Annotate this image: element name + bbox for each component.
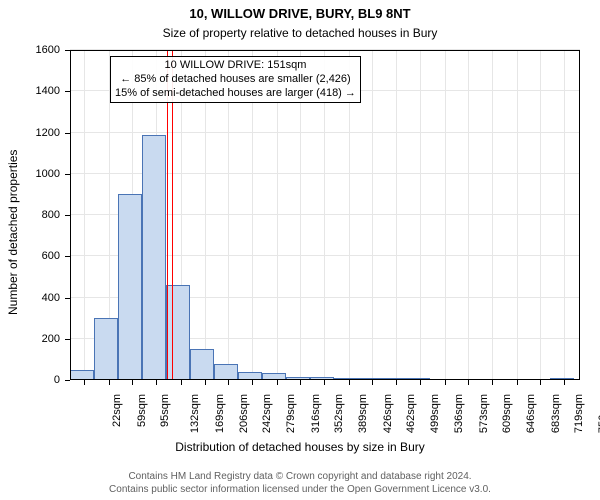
gridline-v [420, 50, 421, 380]
y-tick-mark [65, 91, 70, 92]
x-tick-label: 573sqm [478, 394, 490, 433]
footer-line-2: Contains public sector information licen… [0, 484, 600, 497]
y-tick-label: 0 [0, 374, 60, 386]
gridline-v [540, 50, 541, 380]
x-tick-mark [205, 380, 206, 385]
histogram-bar [334, 378, 358, 380]
x-tick-label: 683sqm [550, 394, 562, 433]
x-tick-label: 316sqm [310, 394, 322, 433]
annotation-line-3: 15% of semi-detached houses are larger (… [115, 87, 356, 101]
x-tick-mark [156, 380, 157, 385]
histogram-bar [70, 370, 94, 380]
page-title: 10, WILLOW DRIVE, BURY, BL9 8NT [0, 6, 600, 21]
x-tick-mark [277, 380, 278, 385]
x-tick-label: 462sqm [405, 394, 417, 433]
chart-root: { "title_line1": "10, WILLOW DRIVE, BURY… [0, 0, 600, 500]
x-tick-label: 352sqm [333, 394, 345, 433]
x-tick-mark [300, 380, 301, 385]
y-tick-mark [65, 50, 70, 51]
x-tick-label: 95sqm [159, 394, 171, 427]
y-tick-label: 1600 [0, 44, 60, 56]
x-tick-mark [132, 380, 133, 385]
gridline-v [84, 50, 85, 380]
x-tick-mark [372, 380, 373, 385]
histogram-bar [286, 377, 310, 380]
y-tick-label: 200 [0, 333, 60, 345]
x-tick-mark [445, 380, 446, 385]
y-tick-mark [65, 339, 70, 340]
x-tick-mark [540, 380, 541, 385]
gridline-v [517, 50, 518, 380]
x-tick-label: 499sqm [429, 394, 441, 433]
gridline-v [445, 50, 446, 380]
footer: Contains HM Land Registry data © Crown c… [0, 471, 600, 496]
x-tick-label: 22sqm [111, 394, 123, 427]
x-tick-label: 646sqm [526, 394, 538, 433]
x-tick-label: 169sqm [214, 394, 226, 433]
x-tick-mark [349, 380, 350, 385]
gridline-v [564, 50, 565, 380]
y-tick-mark [65, 298, 70, 299]
x-tick-mark [492, 380, 493, 385]
annotation-line-1: 10 WILLOW DRIVE: 151sqm [115, 59, 356, 73]
histogram-bar [190, 349, 214, 380]
y-tick-mark [65, 256, 70, 257]
gridline-v [492, 50, 493, 380]
annotation-line-2: ← 85% of detached houses are smaller (2,… [115, 73, 356, 87]
x-tick-label: 536sqm [454, 394, 466, 433]
x-tick-mark [181, 380, 182, 385]
gridline-v [396, 50, 397, 380]
y-tick-label: 1200 [0, 127, 60, 139]
x-tick-mark [252, 380, 253, 385]
page-subtitle: Size of property relative to detached ho… [0, 26, 600, 40]
y-tick-label: 800 [0, 209, 60, 221]
x-tick-mark [420, 380, 421, 385]
histogram-bar [214, 364, 238, 381]
x-tick-label: 279sqm [286, 394, 298, 433]
x-tick-label: 719sqm [573, 394, 585, 433]
y-tick-label: 1000 [0, 168, 60, 180]
y-tick-mark [65, 133, 70, 134]
histogram-bar [238, 372, 262, 380]
histogram-bar [358, 378, 382, 380]
gridline-v [372, 50, 373, 380]
x-axis-label: Distribution of detached houses by size … [0, 440, 600, 454]
x-tick-label: 206sqm [238, 394, 250, 433]
x-tick-label: 426sqm [382, 394, 394, 433]
x-tick-label: 242sqm [261, 394, 273, 433]
histogram-bar [262, 373, 286, 380]
x-tick-mark [564, 380, 565, 385]
x-tick-mark [228, 380, 229, 385]
histogram-bar [550, 378, 574, 380]
y-tick-label: 1400 [0, 85, 60, 97]
footer-line-1: Contains HM Land Registry data © Crown c… [0, 471, 600, 484]
histogram-bar [118, 194, 142, 380]
x-tick-mark [84, 380, 85, 385]
histogram-bar [382, 378, 406, 380]
histogram-bar [406, 378, 430, 380]
x-tick-mark [324, 380, 325, 385]
gridline-v [468, 50, 469, 380]
x-tick-label: 609sqm [501, 394, 513, 433]
y-tick-mark [65, 215, 70, 216]
x-tick-mark [396, 380, 397, 385]
x-tick-mark [109, 380, 110, 385]
histogram-bar [142, 135, 166, 380]
y-tick-label: 600 [0, 250, 60, 262]
y-tick-label: 400 [0, 292, 60, 304]
y-tick-mark [65, 380, 70, 381]
x-tick-label: 132sqm [189, 394, 201, 433]
x-tick-mark [468, 380, 469, 385]
annotation-box: 10 WILLOW DRIVE: 151sqm ← 85% of detache… [110, 56, 361, 103]
y-tick-mark [65, 174, 70, 175]
x-tick-label: 59sqm [136, 394, 148, 427]
histogram-bar [94, 318, 118, 380]
x-tick-mark [517, 380, 518, 385]
x-tick-label: 389sqm [357, 394, 369, 433]
histogram-bar [310, 377, 334, 380]
